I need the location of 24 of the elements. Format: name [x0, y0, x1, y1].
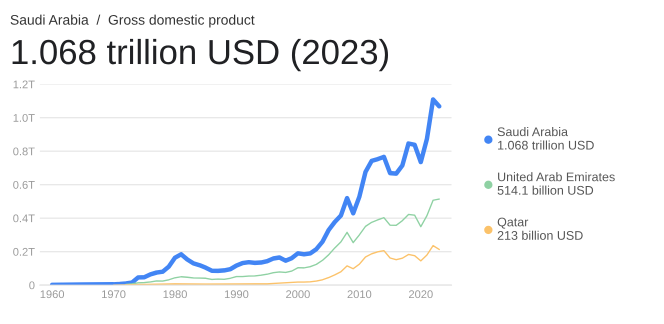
text: 1.068 trillion USD — [498, 140, 594, 150]
x-tick-label: 1960 — [40, 290, 64, 298]
chart-subtitle: Saudi Arabia / Gross domestic product — [10, 14, 255, 28]
legend-label: United Arab Emirates — [498, 172, 615, 182]
line-series — [50, 97, 442, 286]
y-tick-label: 0.6T — [13, 180, 35, 189]
line-series — [125, 198, 440, 286]
x-tick-label: 1970 — [102, 290, 126, 298]
legend-label: Saudi Arabia — [498, 127, 568, 136]
x-tick-label: 1990 — [224, 290, 248, 298]
y-tick-label: 0.8T — [13, 147, 35, 156]
y-tick-label: 0.2T — [13, 248, 35, 256]
x-tick-label: 2020 — [409, 290, 433, 298]
y-tick-label: 0.4T — [13, 214, 35, 222]
y-tick-label: 0 — [29, 281, 35, 290]
x-tick-label: 1980 — [164, 290, 187, 298]
legend-label: Qatar — [498, 218, 528, 229]
chart-title: 1.068 trillion USD (2023) — [12, 38, 388, 72]
text: 514.1 billion USD — [498, 186, 594, 195]
x-tick-label: 2000 — [286, 290, 310, 298]
x-tick-label: 2010 — [348, 290, 372, 298]
y-tick-label: 1.0T — [14, 114, 35, 122]
y-tick-label: 1.2T — [14, 80, 35, 88]
text: 213 billion USD — [498, 230, 583, 240]
